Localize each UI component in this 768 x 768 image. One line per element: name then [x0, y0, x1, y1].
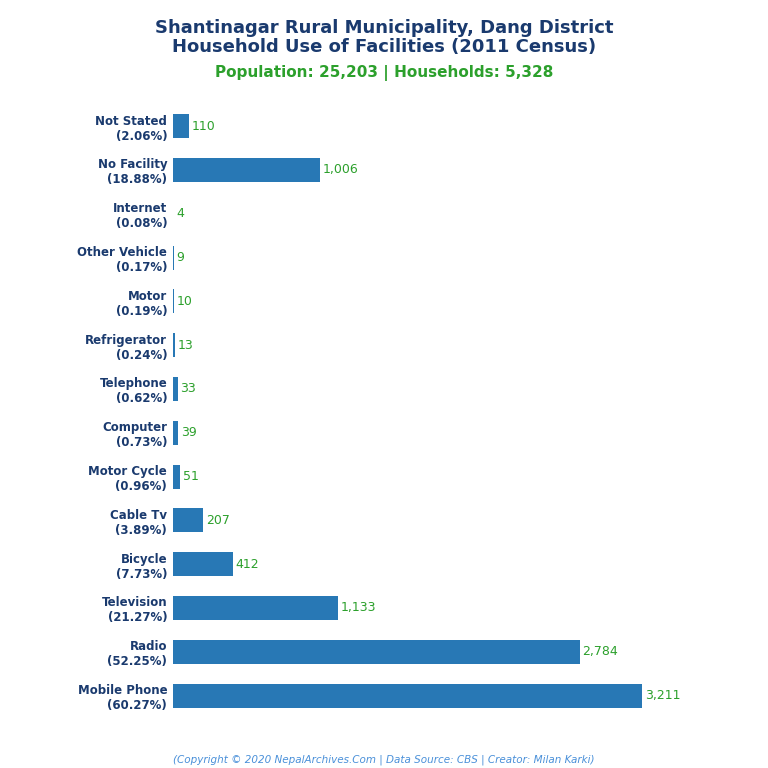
Text: Shantinagar Rural Municipality, Dang District: Shantinagar Rural Municipality, Dang Dis…: [154, 19, 614, 37]
Text: 13: 13: [177, 339, 193, 352]
Bar: [173, 640, 580, 664]
Text: Household Use of Facilities (2011 Census): Household Use of Facilities (2011 Census…: [172, 38, 596, 56]
Text: Population: 25,203 | Households: 5,328: Population: 25,203 | Households: 5,328: [215, 65, 553, 81]
Bar: [173, 508, 203, 532]
Bar: [173, 377, 177, 401]
Text: 33: 33: [180, 382, 196, 396]
Text: (Copyright © 2020 NepalArchives.Com | Data Source: CBS | Creator: Milan Karki): (Copyright © 2020 NepalArchives.Com | Da…: [174, 754, 594, 765]
Text: 10: 10: [177, 295, 193, 308]
Text: 1,133: 1,133: [341, 601, 376, 614]
Bar: [173, 596, 339, 620]
Bar: [173, 246, 174, 270]
Text: 1,006: 1,006: [323, 164, 358, 177]
Text: 412: 412: [236, 558, 260, 571]
Bar: [173, 552, 233, 576]
Text: 2,784: 2,784: [582, 645, 618, 658]
Text: 3,211: 3,211: [644, 689, 680, 702]
Bar: [173, 421, 178, 445]
Bar: [173, 290, 174, 313]
Bar: [173, 114, 189, 138]
Bar: [173, 465, 180, 488]
Text: 9: 9: [177, 251, 184, 264]
Text: 39: 39: [181, 426, 197, 439]
Bar: [173, 684, 642, 707]
Text: 51: 51: [183, 470, 199, 483]
Text: 4: 4: [176, 207, 184, 220]
Text: 207: 207: [206, 514, 230, 527]
Bar: [173, 333, 174, 357]
Text: 110: 110: [191, 120, 215, 133]
Bar: [173, 158, 319, 182]
